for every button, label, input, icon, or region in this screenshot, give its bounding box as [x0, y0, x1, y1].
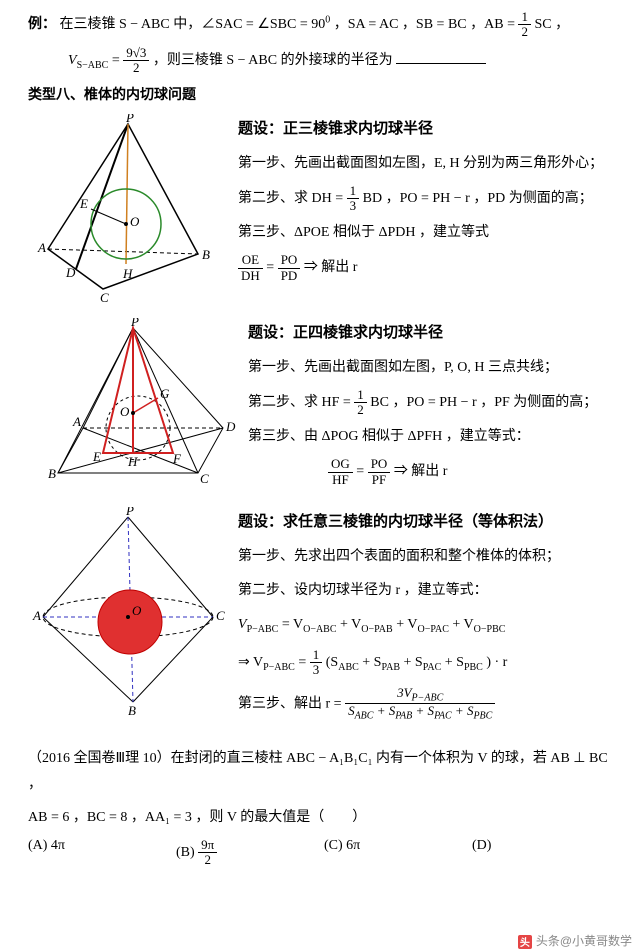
svg-text:P: P — [130, 318, 139, 329]
svg-text:O: O — [130, 214, 140, 229]
block-2: P A D B C E H F O G 题设：正四棱锥求内切球半径 第一步、先画… — [28, 318, 620, 493]
block3-title: 题设：求任意三棱锥的内切球半径（等体积法） — [238, 507, 620, 537]
option-d: (D) — [472, 838, 620, 868]
svg-text:O: O — [132, 603, 142, 618]
block1-step3: 第三步、ΔPOE 相似于 ΔPDH ，建立等式 — [238, 219, 620, 247]
block-3: P A C B O 题设：求任意三棱锥的内切球半径（等体积法） 第一步、先求出四… — [28, 507, 620, 728]
svg-text:C: C — [100, 290, 109, 304]
svg-text:H: H — [127, 454, 138, 469]
example-line2: VS−ABC = 9√32 ，则三棱锥 S − ABC 的外接球的半径为 — [28, 46, 620, 76]
svg-text:B: B — [202, 247, 210, 262]
svg-text:E: E — [79, 196, 88, 211]
exam-line1: （2016 全国卷Ⅲ理 10）在封闭的直三棱柱 ABC − A₁B₁C₁ 内有一… — [28, 746, 620, 799]
example-line1: 例： 在三棱锥 S − ABC 中，∠SAC = ∠SBC = 900 ，SA … — [28, 10, 620, 40]
block3-step1: 第一步、先求出四个表面的面积和整个椎体的体积； — [238, 543, 620, 571]
exam-line2: AB = 6 ，BC = 8 ，AA₁ = 3 ，则 V 的最大值是（ ） — [28, 805, 620, 832]
svg-text:C: C — [200, 471, 209, 486]
block3-eq1: VP−ABC = VO−ABC + VO−PAB + VO−PAC + VO−P… — [238, 611, 620, 640]
svg-text:G: G — [160, 386, 170, 401]
example-label: 例： — [28, 17, 56, 32]
block3-step3: 第三步、解出 r = 3VP−ABC SABC + SPAB + SPAC + … — [238, 686, 620, 722]
svg-text:A: A — [37, 240, 46, 255]
figure-3: P A C B O — [28, 507, 228, 717]
svg-text:D: D — [225, 419, 236, 434]
option-b: (B) 9π2 — [176, 838, 324, 868]
block2-equation: OGHF = POPF ⇒ 解出 r — [248, 457, 620, 487]
svg-text:B: B — [48, 466, 56, 481]
figure-1: P A B C D E O H — [28, 114, 228, 304]
block1-title: 题设：正三棱锥求内切球半径 — [238, 114, 620, 144]
svg-text:H: H — [122, 266, 133, 281]
block2-step1: 第一步、先画出截面图如左图，P, O, H 三点共线； — [248, 354, 620, 382]
block3-eq2: ⇒ VP−ABC = 13 (SABC + SPAB + SPAC + SPBC… — [238, 648, 620, 678]
option-a: (A) 4π — [28, 838, 176, 868]
block2-step2: 第二步、求 HF = 12 BC ，PO = PH − r ，PF 为侧面的高； — [248, 388, 620, 418]
watermark: 头头条@小黄哥数学 — [518, 932, 632, 949]
block2-step3: 第三步、由 ΔPOG 相似于 ΔPFH ，建立等式： — [248, 423, 620, 451]
block2-title: 题设：正四棱锥求内切球半径 — [248, 318, 620, 348]
option-c: (C) 6π — [324, 838, 472, 868]
svg-text:F: F — [172, 451, 182, 466]
answer-options: (A) 4π (B) 9π2 (C) 6π (D) — [28, 838, 620, 868]
frac-half: 12 — [518, 10, 531, 40]
section-8-title: 类型八、椎体的内切球问题 — [28, 83, 620, 110]
svg-text:B: B — [128, 703, 136, 717]
block3-step2: 第二步、设内切球半径为 r ，建立等式： — [238, 577, 620, 605]
svg-text:A: A — [32, 608, 41, 623]
figure-2: P A D B C E H F O G — [28, 318, 238, 488]
svg-text:C: C — [216, 608, 225, 623]
svg-text:A: A — [72, 414, 81, 429]
block1-step1: 第一步、先画出截面图如左图，E, H 分别为两三角形外心； — [238, 150, 620, 178]
block-1: P A B C D E O H 题设：正三棱锥求内切球半径 第一步、先画出截面图… — [28, 114, 620, 304]
frac-vol: 9√32 — [123, 46, 149, 76]
block1-equation: OEDH = POPD ⇒ 解出 r — [238, 253, 620, 283]
toutiao-icon: 头 — [518, 935, 532, 949]
svg-text:P: P — [125, 114, 134, 125]
answer-blank — [396, 50, 486, 64]
svg-text:D: D — [65, 265, 76, 280]
svg-text:P: P — [125, 507, 134, 518]
svg-text:E: E — [92, 449, 101, 464]
svg-text:O: O — [120, 404, 130, 419]
block1-step2: 第二步、求 DH = 13 BD ，PO = PH − r ，PD 为侧面的高； — [238, 184, 620, 214]
